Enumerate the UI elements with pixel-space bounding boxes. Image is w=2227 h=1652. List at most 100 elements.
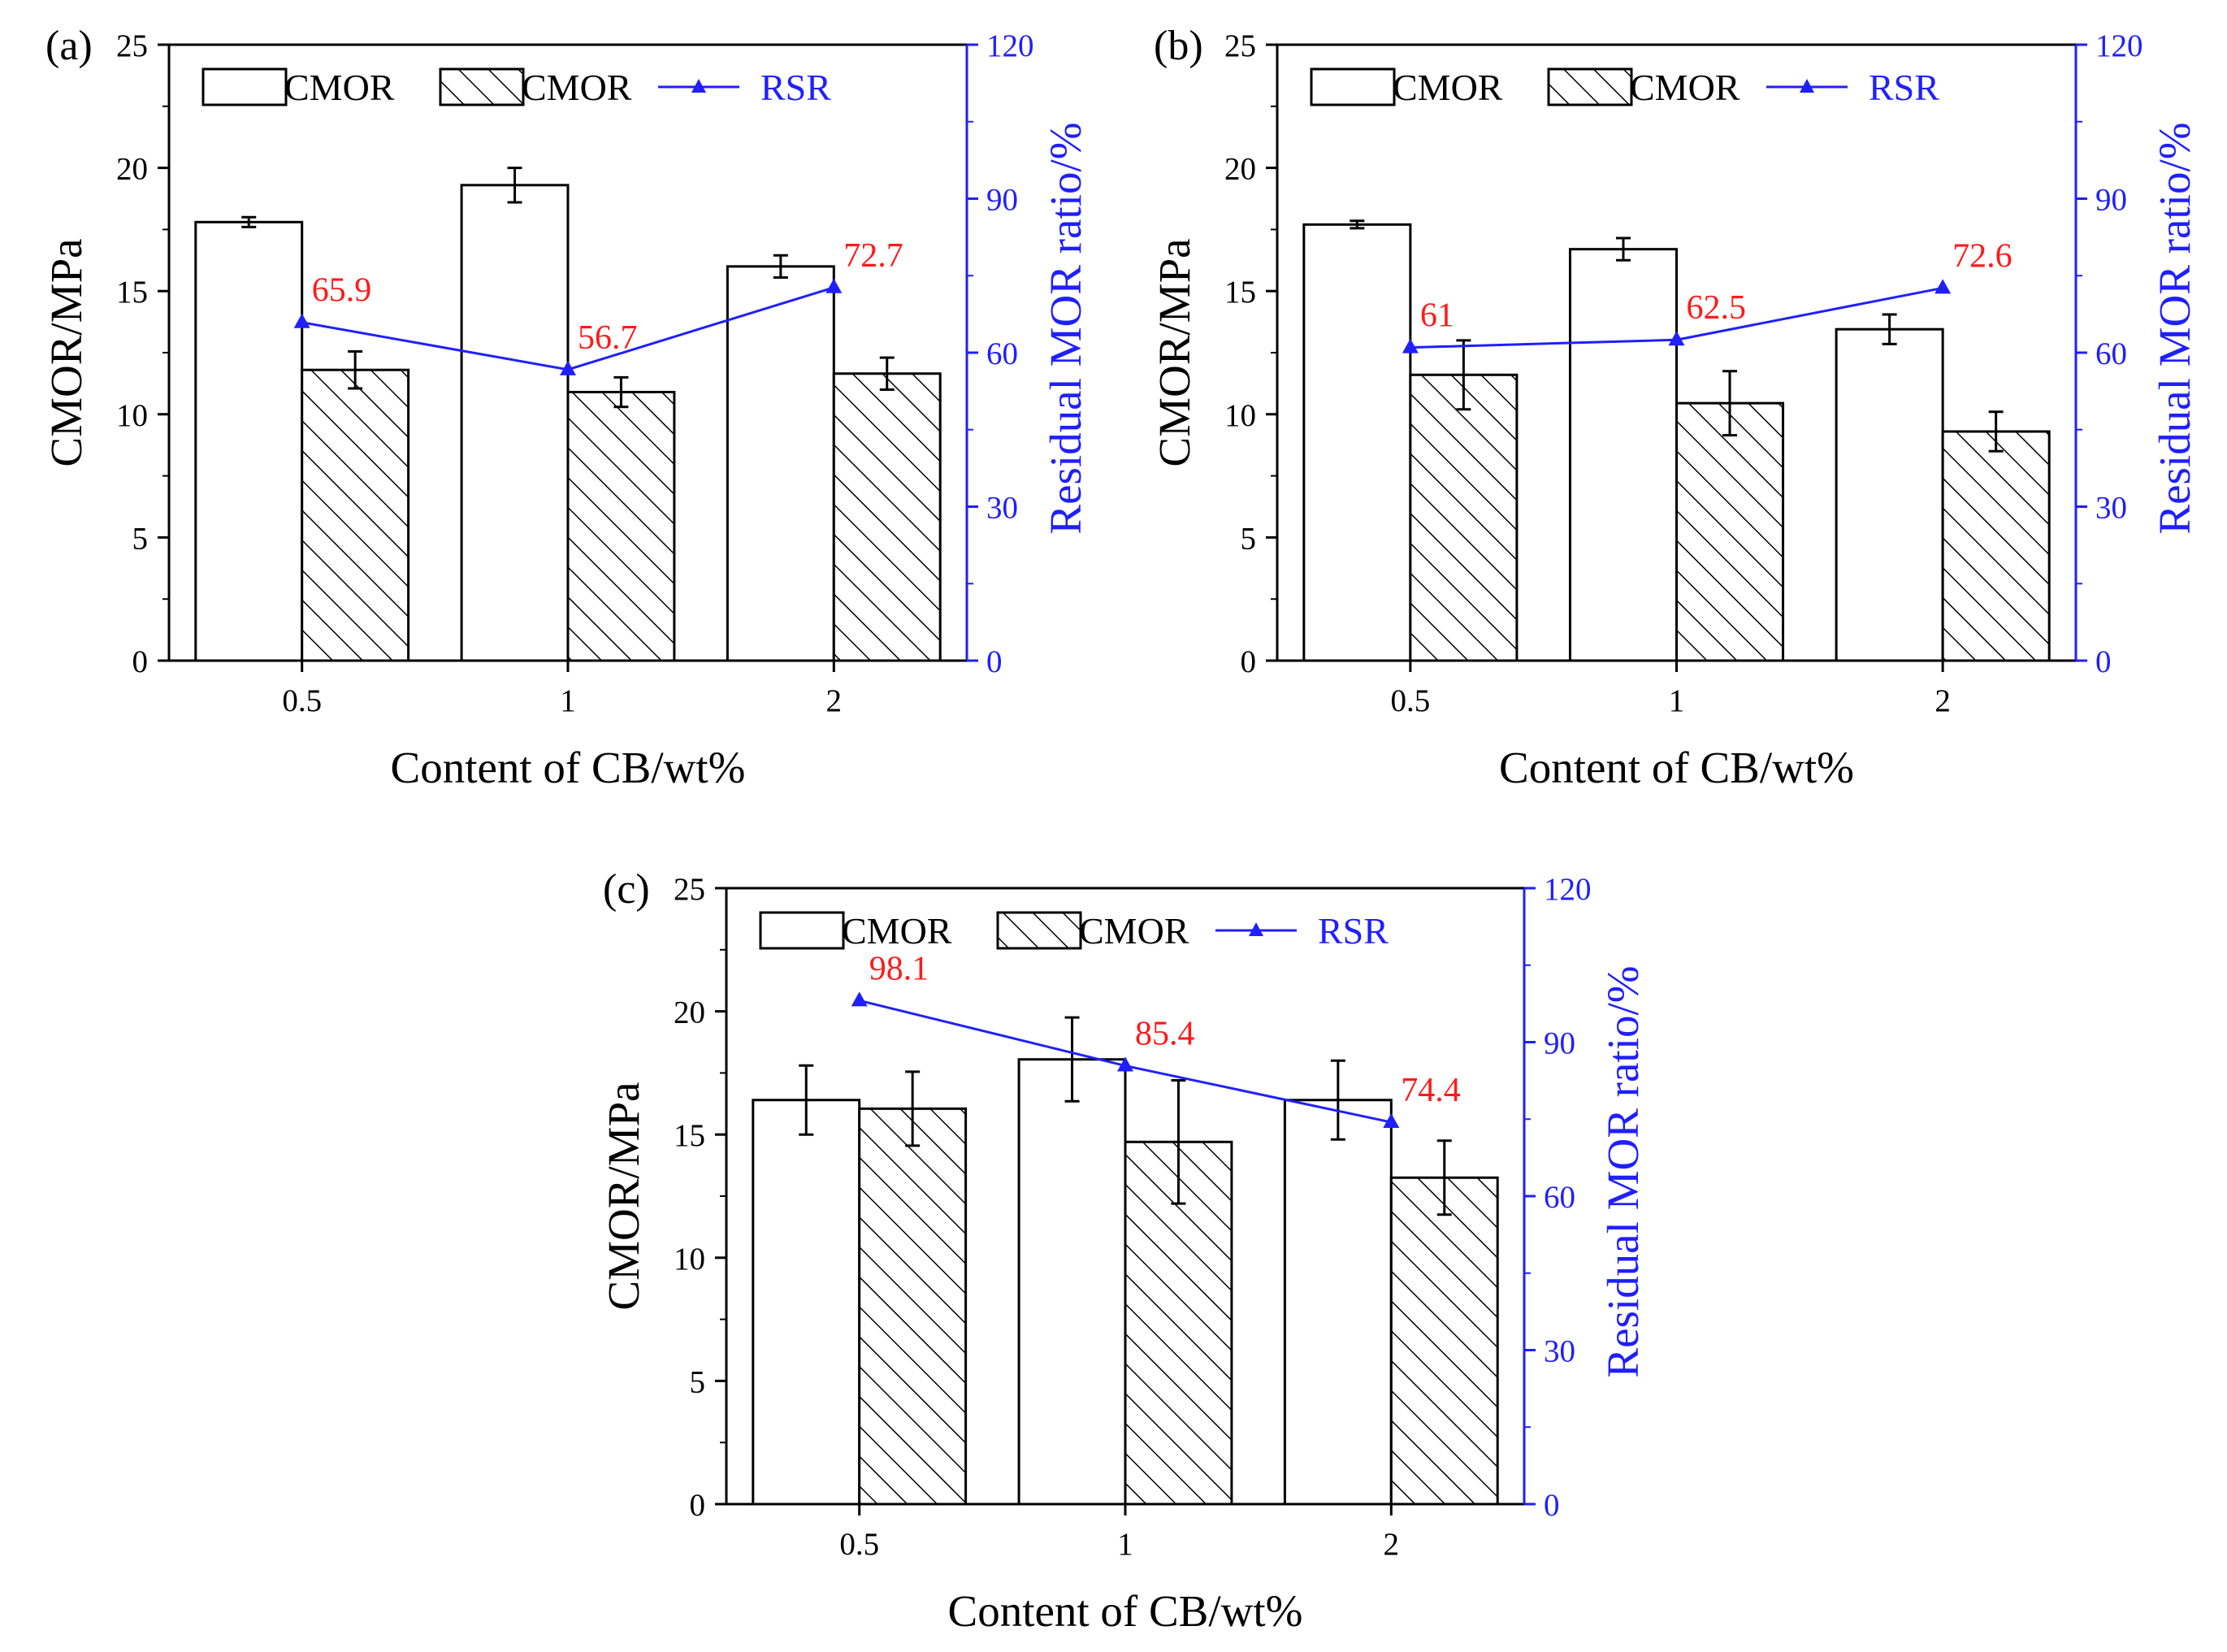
legend-marker-rsr	[1249, 922, 1263, 936]
legend-swatch-hatched	[996, 911, 1082, 950]
error-bar	[1436, 1139, 1452, 1216]
legend: CMOR CMOR RSR	[201, 67, 831, 108]
bar-open	[1835, 327, 1944, 662]
rsr-point	[560, 360, 576, 375]
x-axis-title: Content of CB/wt%	[1499, 743, 1854, 792]
y-tick-label: 10	[1224, 398, 1256, 433]
legend-label-rsr: RSR	[1318, 910, 1389, 952]
y2-tick-label: 90	[986, 183, 1018, 218]
bar-open	[1017, 1058, 1127, 1506]
x-tick-label: 0.5	[1390, 683, 1430, 718]
y2-tick-label: 120	[986, 28, 1034, 63]
y-tick-label: 5	[132, 521, 149, 556]
y-tick-label: 25	[1224, 28, 1256, 63]
legend-label-open: CMOR	[1393, 67, 1503, 108]
y-axis-title: CMOR/MPa	[599, 1082, 648, 1310]
bar-hatched	[858, 1107, 968, 1506]
x-tick-label: 0.5	[282, 683, 322, 718]
rsr-data-label: 74.4	[1401, 1072, 1461, 1109]
y2-tick-label: 60	[2095, 336, 2127, 371]
error-bar	[1615, 236, 1631, 262]
y-tick-label: 5	[1241, 521, 1257, 556]
bar-open	[460, 184, 570, 662]
rsr-point	[1668, 331, 1685, 346]
rsr-data-label: 72.7	[843, 237, 903, 275]
rsr-point	[825, 278, 843, 293]
legend-label-hatched: CMOR	[1079, 910, 1189, 952]
legend-swatch-hatched	[1547, 67, 1633, 106]
legend-marker-rsr	[691, 79, 706, 93]
y2-tick-label: 0	[1544, 1488, 1560, 1523]
y2-tick-label: 60	[986, 336, 1018, 371]
legend-label-hatched: CMOR	[1630, 67, 1740, 108]
legend-label-rsr: RSR	[1869, 67, 1939, 108]
y2-tick-label: 120	[1544, 872, 1592, 907]
y-tick-label: 0	[690, 1488, 706, 1523]
y2-tick-label: 0	[2095, 644, 2112, 679]
y-tick-label: 20	[116, 152, 148, 187]
rsr-point	[1117, 1056, 1133, 1072]
error-bar	[905, 1070, 921, 1147]
rsr-point	[1402, 338, 1419, 353]
error-bar	[1456, 339, 1471, 411]
y-tick-label: 15	[674, 1118, 705, 1153]
legend-swatch-open	[759, 911, 845, 950]
bar-open	[1283, 1099, 1393, 1506]
x-tick-label: 0.5	[839, 1527, 879, 1562]
bar-open	[1302, 223, 1412, 662]
error-bar	[1882, 313, 1897, 345]
legend: CMOR CMOR RSR	[759, 910, 1389, 952]
bar-hatched	[832, 372, 942, 662]
rsr-data-label: 85.4	[1135, 1016, 1195, 1053]
error-bar	[507, 167, 522, 204]
error-bar	[1171, 1078, 1186, 1205]
y-tick-label: 15	[1224, 275, 1256, 310]
error-bar	[1350, 219, 1365, 230]
y-tick-label: 25	[674, 872, 705, 907]
y-tick-label: 0	[132, 644, 149, 679]
error-bar	[773, 254, 788, 280]
bar-hatched	[1389, 1176, 1499, 1506]
y2-tick-label: 30	[2095, 491, 2127, 526]
bar-hatched	[301, 368, 410, 662]
rsr-point	[1935, 279, 1952, 294]
y2-axis-title: Residual MOR ratio/%	[2150, 122, 2199, 534]
error-bar	[799, 1064, 814, 1136]
error-bar	[348, 349, 363, 390]
y2-tick-label: 0	[986, 644, 1003, 679]
rsr-data-label: 65.9	[312, 272, 372, 310]
x-tick-label: 2	[1384, 1527, 1400, 1562]
bar-hatched	[566, 391, 676, 662]
chart-panel-0: 65.9 56.7 72.7 0 5 10 15 20 25 0 30 60 90 120 0.5 1 2 Con…	[41, 23, 1090, 792]
legend-swatch-hatched	[439, 67, 525, 106]
x-axis-title: Content of CB/wt%	[948, 1586, 1303, 1636]
rsr-data-label: 72.6	[1952, 237, 2013, 275]
rsr-data-label: 61	[1420, 297, 1454, 335]
y2-axis-title: Residual MOR ratio/%	[1041, 122, 1090, 534]
legend: CMOR CMOR RSR	[1310, 67, 1939, 108]
bar-open	[1568, 248, 1678, 662]
y2-tick-label: 30	[1544, 1334, 1575, 1369]
y-tick-label: 5	[690, 1364, 706, 1399]
y2-tick-label: 30	[986, 491, 1018, 526]
error-bar	[1722, 370, 1738, 437]
x-tick-label: 2	[1935, 683, 1951, 718]
x-tick-label: 1	[1669, 683, 1685, 718]
panel-label: (c)	[603, 866, 650, 913]
panel-label: (a)	[45, 23, 93, 69]
rsr-point	[1383, 1113, 1400, 1129]
y-tick-label: 10	[674, 1242, 705, 1277]
bar-open	[194, 220, 304, 662]
bar-hatched	[1941, 430, 2051, 662]
legend-swatch-open	[201, 67, 288, 106]
y2-tick-label: 90	[2095, 183, 2127, 218]
legend-label-open: CMOR	[284, 67, 395, 108]
y-tick-label: 25	[116, 28, 148, 63]
error-bar	[1988, 410, 2004, 453]
bar-hatched	[1409, 373, 1519, 662]
y-axis-title: CMOR/MPa	[41, 238, 91, 466]
legend-swatch-open	[1310, 67, 1396, 106]
rsr-data-label: 62.5	[1687, 289, 1747, 327]
